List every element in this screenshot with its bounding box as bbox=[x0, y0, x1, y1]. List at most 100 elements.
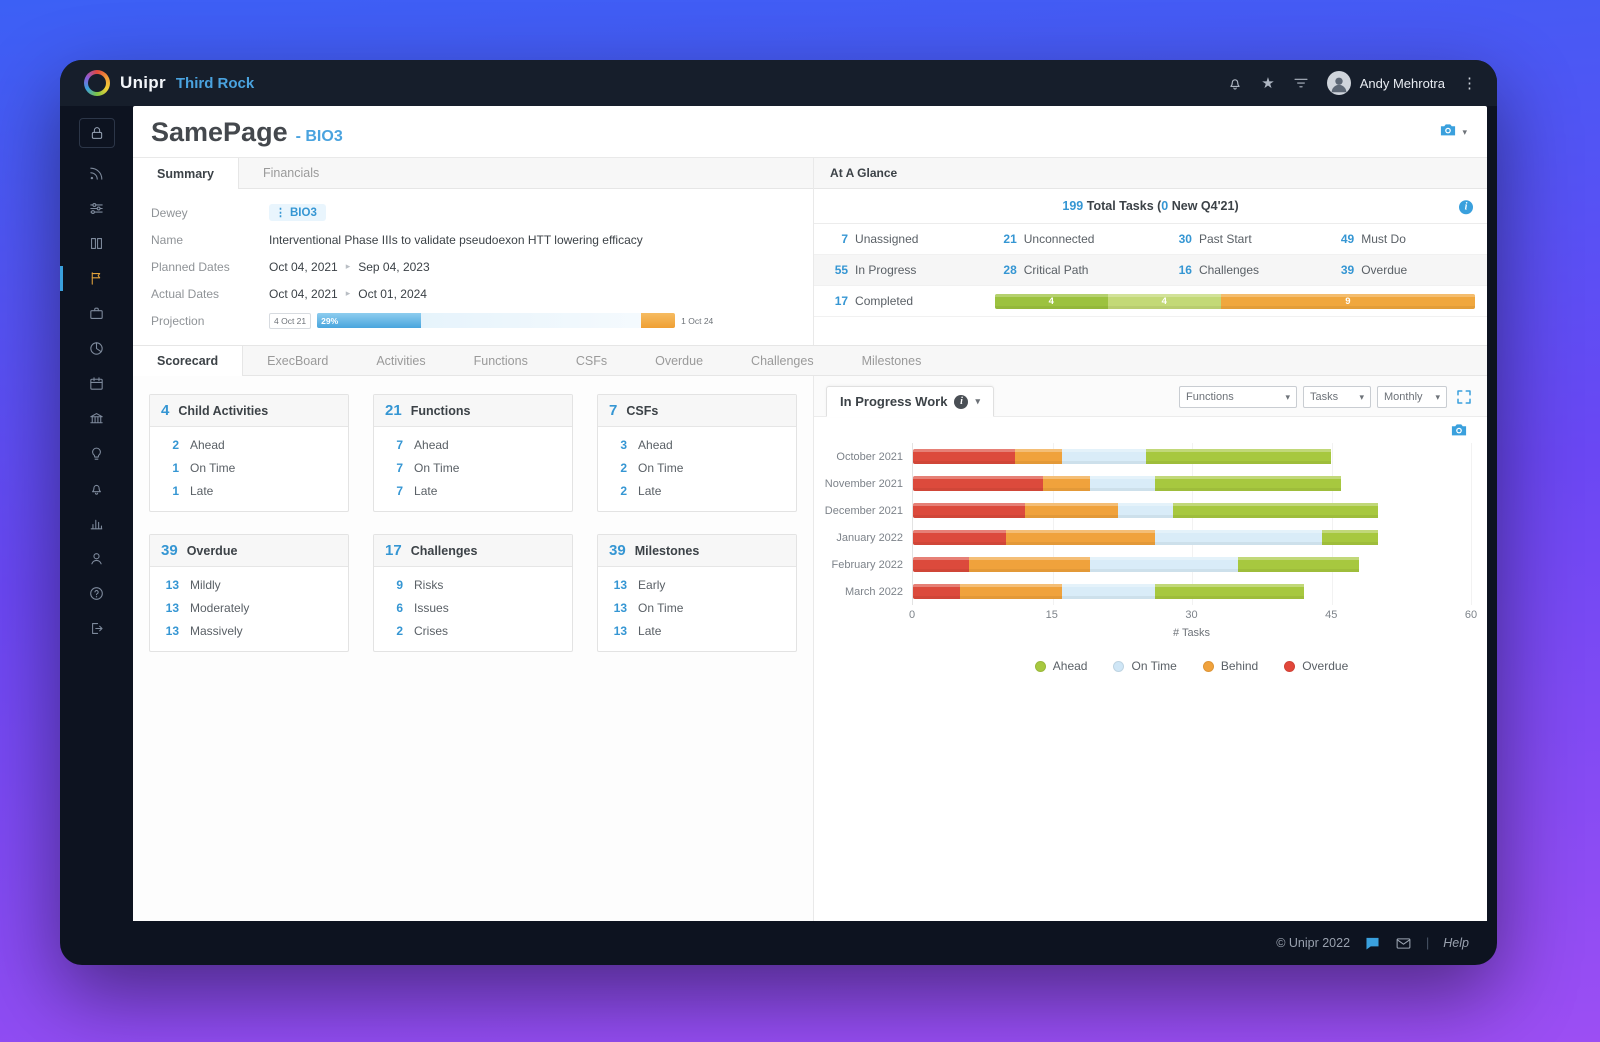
bar-segment-overdue[interactable] bbox=[913, 449, 1016, 464]
rss-icon[interactable] bbox=[60, 156, 133, 191]
card-header-child-activities[interactable]: 4 Child Activities bbox=[150, 395, 349, 427]
help-link[interactable]: Help bbox=[1443, 936, 1469, 950]
user-name[interactable]: Andy Mehrotra bbox=[1359, 75, 1445, 91]
card-row-ahead[interactable]: 3 Ahead bbox=[620, 437, 673, 452]
bar-segment-overdue[interactable] bbox=[913, 557, 969, 572]
user-icon[interactable] bbox=[60, 541, 133, 576]
tab-csfs[interactable]: CSFs bbox=[575, 353, 608, 368]
card-header-milestones[interactable]: 39 Milestones bbox=[598, 535, 797, 567]
card-header-functions[interactable]: 21 Functions bbox=[374, 395, 573, 427]
card-row-late[interactable]: 1 Late bbox=[172, 483, 214, 498]
stat-critical-path[interactable]: 28 Critical Path bbox=[1003, 263, 1089, 277]
select-tasks[interactable]: Tasks ▾ bbox=[1303, 386, 1371, 408]
select-functions[interactable]: Functions ▾ bbox=[1179, 386, 1297, 408]
bar-segment-ahead[interactable] bbox=[1154, 584, 1304, 599]
pie-chart-icon[interactable] bbox=[60, 331, 133, 366]
star-icon[interactable]: ★ bbox=[1261, 74, 1275, 92]
info-icon[interactable]: i bbox=[1459, 199, 1473, 214]
tab-summary[interactable]: Summary bbox=[133, 158, 239, 189]
camera-icon[interactable] bbox=[1438, 120, 1458, 145]
stat-challenges[interactable]: 16 Challenges bbox=[1178, 263, 1260, 277]
route-icon[interactable] bbox=[60, 261, 133, 296]
bar-segment-overdue[interactable] bbox=[913, 530, 1007, 545]
columns-icon[interactable] bbox=[60, 226, 133, 261]
bar-segment-ahead[interactable] bbox=[1322, 530, 1378, 545]
stat-completed[interactable]: 17 Completed bbox=[834, 294, 914, 308]
logout-icon[interactable] bbox=[60, 611, 133, 646]
mail-icon[interactable] bbox=[1395, 935, 1412, 952]
card-row-ahead[interactable]: 7 Ahead bbox=[396, 437, 449, 452]
sliders-icon[interactable] bbox=[60, 191, 133, 226]
select-monthly[interactable]: Monthly ▾ bbox=[1377, 386, 1447, 408]
bar-segment-behind[interactable] bbox=[1015, 449, 1062, 464]
chat-icon[interactable] bbox=[1364, 935, 1381, 952]
bar-segment-ahead[interactable] bbox=[1238, 557, 1360, 572]
user-avatar[interactable] bbox=[1326, 71, 1351, 95]
help-icon[interactable] bbox=[60, 576, 133, 611]
bar-segment-on-time[interactable] bbox=[1089, 476, 1155, 491]
chevron-down-icon[interactable]: ▾ bbox=[1462, 127, 1467, 137]
idea-icon[interactable] bbox=[60, 436, 133, 471]
info-icon[interactable]: i bbox=[954, 394, 969, 409]
bell-icon[interactable] bbox=[1226, 74, 1244, 92]
bar-segment-behind[interactable] bbox=[1043, 476, 1090, 491]
card-row-on-time[interactable]: 13 On Time bbox=[613, 600, 684, 615]
card-row-risks[interactable]: 9 Risks bbox=[396, 577, 444, 592]
card-row-on-time[interactable]: 2 On Time bbox=[620, 460, 684, 475]
briefcase-icon[interactable] bbox=[60, 296, 133, 331]
card-header-csfs[interactable]: 7 CSFs bbox=[598, 395, 797, 427]
card-header-challenges[interactable]: 17 Challenges bbox=[374, 535, 573, 567]
tab-financials[interactable]: Financials bbox=[262, 166, 320, 180]
tab-scorecard[interactable]: Scorecard bbox=[133, 346, 244, 376]
stat-unassigned[interactable]: 7 Unassigned bbox=[841, 232, 919, 246]
bar-segment-on-time[interactable] bbox=[1061, 584, 1155, 599]
filter-icon[interactable] bbox=[1292, 74, 1310, 92]
bar-segment-ahead[interactable] bbox=[1173, 503, 1378, 518]
card-row-late[interactable]: 2 Late bbox=[620, 483, 662, 498]
tab-activities[interactable]: Activities bbox=[376, 353, 426, 368]
card-row-on-time[interactable]: 1 On Time bbox=[172, 460, 236, 475]
bar-chart-icon[interactable] bbox=[60, 506, 133, 541]
bar-segment-behind[interactable] bbox=[1024, 503, 1118, 518]
card-row-crises[interactable]: 2 Crises bbox=[396, 623, 449, 638]
bar-segment-ahead[interactable] bbox=[1154, 476, 1341, 491]
card-row-massively[interactable]: 13 Massively bbox=[165, 623, 243, 638]
tab-milestones[interactable]: Milestones bbox=[861, 353, 922, 368]
bar-segment-behind[interactable] bbox=[1006, 530, 1155, 545]
stat-past-start[interactable]: 30 Past Start bbox=[1178, 232, 1252, 246]
lock-icon[interactable] bbox=[78, 118, 115, 148]
tab-functions[interactable]: Functions bbox=[473, 353, 528, 368]
unipr-logo-icon[interactable] bbox=[84, 70, 110, 96]
bar-segment-ahead[interactable] bbox=[1145, 449, 1332, 464]
bar-segment-overdue[interactable] bbox=[913, 476, 1044, 491]
kebab-menu-icon[interactable]: ⋮ bbox=[1462, 75, 1477, 92]
stat-must-do[interactable]: 49 Must Do bbox=[1340, 232, 1406, 246]
bar-segment-on-time[interactable] bbox=[1061, 449, 1146, 464]
bar-segment-overdue[interactable] bbox=[913, 503, 1025, 518]
calendar-icon[interactable] bbox=[60, 366, 133, 401]
bar-segment-overdue[interactable] bbox=[913, 584, 960, 599]
card-row-on-time[interactable]: 7 On Time bbox=[396, 460, 460, 475]
bar-segment-on-time[interactable] bbox=[1154, 530, 1323, 545]
bar-segment-behind[interactable] bbox=[959, 584, 1062, 599]
camera-icon[interactable] bbox=[1449, 420, 1469, 445]
card-row-early[interactable]: 13 Early bbox=[613, 577, 666, 592]
card-header-overdue[interactable]: 39 Overdue bbox=[150, 535, 349, 567]
stat-unconnected[interactable]: 21 Unconnected bbox=[1003, 232, 1095, 246]
bank-icon[interactable] bbox=[60, 401, 133, 436]
tab-execboard[interactable]: ExecBoard bbox=[267, 353, 329, 368]
card-row-issues[interactable]: 6 Issues bbox=[396, 600, 449, 615]
dewey-badge[interactable]: ⋮ BIO3 bbox=[269, 204, 326, 221]
bar-segment-on-time[interactable] bbox=[1117, 503, 1174, 518]
card-row-moderately[interactable]: 13 Moderately bbox=[165, 600, 250, 615]
bar-segment-on-time[interactable] bbox=[1089, 557, 1239, 572]
bell-icon[interactable] bbox=[60, 471, 133, 506]
in-progress-work-selector[interactable]: In Progress Work i ▾ bbox=[826, 386, 994, 417]
bar-segment-behind[interactable] bbox=[968, 557, 1090, 572]
tab-challenges[interactable]: Challenges bbox=[751, 353, 814, 368]
expand-icon[interactable] bbox=[1455, 388, 1473, 406]
tab-overdue[interactable]: Overdue bbox=[655, 353, 704, 368]
stat-in-progress[interactable]: 55 In Progress bbox=[834, 263, 917, 277]
card-row-ahead[interactable]: 2 Ahead bbox=[172, 437, 225, 452]
card-row-late[interactable]: 13 Late bbox=[613, 623, 662, 638]
